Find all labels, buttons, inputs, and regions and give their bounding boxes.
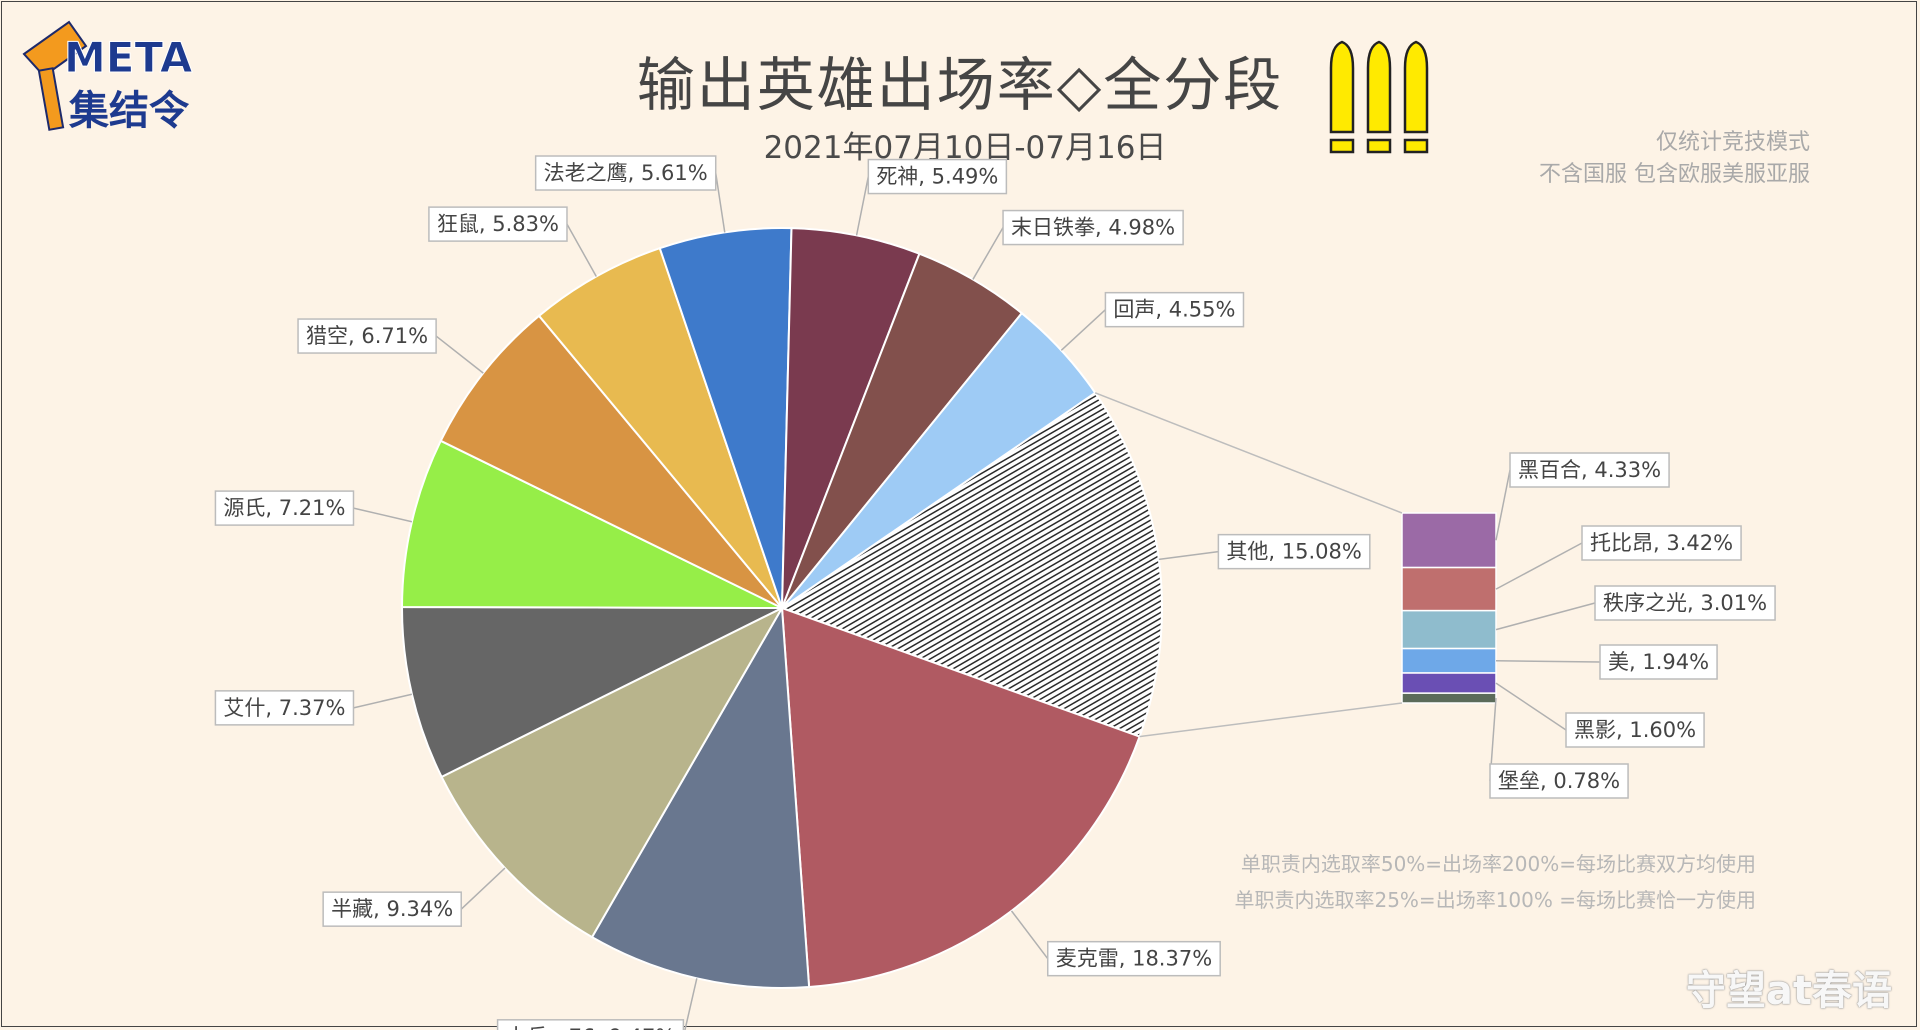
connector-bottom — [1139, 702, 1403, 738]
pie-slice-源氏 — [400, 439, 783, 609]
pie-label-法老之鹰: 法老之鹰, 5.61% — [544, 161, 708, 185]
bar-leader-托比昂 — [1495, 542, 1583, 590]
pie-slice-麦克雷 — [780, 606, 1141, 989]
footnote-2: 单职责内选取率25%=出场率100% =每场比赛恰一方使用 — [1234, 888, 1756, 912]
pie-leader-回声 — [1060, 309, 1106, 351]
pie-slice-士兵-76 — [590, 604, 811, 989]
bar-segment-堡垒 — [1401, 692, 1497, 704]
pie-leader-半藏 — [460, 867, 506, 910]
bar-label-box-堡垒 — [1489, 763, 1629, 799]
meta-logo: META 集结令 — [22, 20, 193, 134]
bar-label-美: 美, 1.94% — [1608, 650, 1709, 674]
pie-label-其他: 其他, 15.08% — [1226, 540, 1361, 564]
bar-label-box-美 — [1599, 644, 1718, 680]
pie-label-狂鼠: 狂鼠, 5.83% — [437, 212, 559, 236]
pie-leader-猎空 — [435, 335, 484, 374]
footnote-1: 单职责内选取率50%=出场率200%=每场比赛双方均使用 — [1240, 852, 1756, 876]
pie-label-死神: 死神, 5.49% — [876, 165, 998, 189]
bar-leader-黑百合 — [1495, 469, 1511, 541]
pie-slice-回声 — [781, 311, 1097, 609]
pie-slice-狂鼠 — [537, 246, 783, 609]
pie-label-box-半藏 — [322, 891, 462, 927]
logo-text-meta: META — [64, 33, 193, 82]
pie-label-box-狂鼠 — [428, 206, 568, 242]
pie-label-麦克雷: 麦克雷, 18.37% — [1056, 947, 1212, 971]
bar-segment-黑影 — [1401, 672, 1497, 694]
pie-label-box-回声 — [1104, 291, 1245, 328]
note-servers: 不含国服 包含欧服美服亚服 — [1539, 162, 1810, 187]
bar-segment-秩序之光 — [1401, 609, 1497, 650]
bar-label-堡垒: 堡垒, 0.78% — [1498, 769, 1620, 793]
pie-leader-末日铁拳 — [972, 227, 1004, 280]
bar-label-秩序之光: 秩序之光, 3.01% — [1603, 591, 1767, 615]
pie-label-末日铁拳: 末日铁拳, 4.98% — [1011, 216, 1175, 240]
pie-label-box-士兵-76 — [496, 1019, 685, 1030]
pie-label-box-末日铁拳 — [1002, 209, 1184, 246]
pie-label-box-其他 — [1217, 533, 1371, 570]
pie-label-源氏: 源氏, 7.21% — [223, 496, 345, 520]
pie-label-回声: 回声, 4.55% — [1113, 298, 1235, 322]
watermark: 守望at春语 — [1685, 968, 1892, 1014]
pie-label-半藏: 半藏, 9.34% — [331, 897, 453, 921]
bar-label-box-黑影 — [1565, 712, 1705, 748]
pie-leader-狂鼠 — [566, 223, 597, 277]
connector-top — [1094, 392, 1403, 514]
pie-slice-半藏 — [440, 605, 785, 939]
bar-segment-托比昂 — [1401, 566, 1497, 612]
pie-label-box-艾什 — [214, 690, 355, 726]
pie-leader-其他 — [1158, 550, 1219, 561]
pie-slice-艾什 — [401, 606, 783, 779]
bar-leader-黑影 — [1495, 682, 1567, 731]
bar-leader-美 — [1495, 660, 1601, 663]
chart-title: 输出英雄出场率◇全分段 — [636, 51, 1284, 119]
bar-segment-美 — [1401, 647, 1497, 674]
pie-slice-死神 — [781, 227, 921, 609]
bar-label-托比昂: 托比昂, 3.42% — [1590, 531, 1733, 555]
pie-leader-麦克雷 — [1010, 910, 1049, 960]
pie-label-box-麦克雷 — [1046, 940, 1221, 977]
pie-leader-法老之鹰 — [714, 172, 726, 233]
bar-label-黑百合: 黑百合, 4.33% — [1518, 458, 1661, 482]
pie-label-box-源氏 — [214, 490, 355, 526]
pie-label-box-死神 — [867, 158, 1008, 195]
pie-slice-法老之鹰 — [658, 227, 793, 609]
pie-leader-源氏 — [353, 507, 413, 523]
pie-label-猎空: 猎空, 6.71% — [306, 324, 428, 348]
bar-label-box-托比昂 — [1581, 525, 1742, 561]
pie-leader-士兵-76 — [684, 978, 698, 1030]
bar-label-box-秩序之光 — [1594, 585, 1776, 621]
three-bullets-icon — [1329, 40, 1429, 154]
logo-text-cn: 集结令 — [68, 88, 190, 134]
bar-leader-秩序之光 — [1495, 602, 1596, 631]
bar-segment-黑百合 — [1401, 512, 1497, 569]
pie-label-box-法老之鹰 — [534, 155, 717, 191]
note-competitive: 仅统计竞技模式 — [1655, 130, 1810, 155]
pie-label-艾什: 艾什, 7.37% — [223, 696, 345, 720]
pie-leader-艾什 — [353, 693, 413, 709]
pie-label-士兵-76: 士兵：76, 9.47% — [506, 1025, 676, 1030]
hammer-icon — [22, 20, 88, 131]
pie-label-box-猎空 — [297, 318, 437, 354]
bar-label-box-黑百合 — [1509, 452, 1670, 488]
pie-slice-其他 — [779, 391, 1163, 738]
pie-leader-死神 — [855, 176, 870, 236]
bar-label-黑影: 黑影, 1.60% — [1574, 718, 1696, 742]
